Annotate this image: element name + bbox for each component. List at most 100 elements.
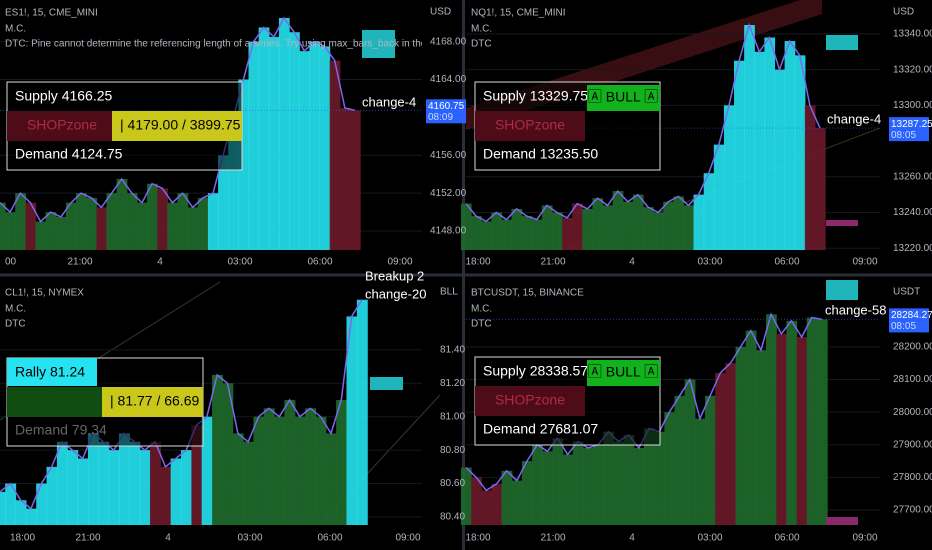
- time-tick: 06:00: [317, 533, 342, 544]
- supply: Supply 13329.75: [483, 88, 588, 104]
- price-column: [325, 433, 337, 525]
- price-column: [218, 155, 229, 250]
- price-column: [471, 216, 482, 250]
- price-tick: 27700.00: [893, 505, 932, 516]
- price-column: [705, 395, 716, 525]
- time-tick: 00: [5, 257, 17, 268]
- price-column: [129, 441, 141, 525]
- price-column: [663, 201, 674, 250]
- time-tick: 06:00: [774, 533, 799, 544]
- last-time: 08:09: [428, 112, 453, 123]
- price-column: [754, 51, 765, 251]
- price-column: [511, 208, 523, 250]
- price-column: [232, 433, 244, 525]
- price-column: [501, 219, 513, 250]
- price-column: [734, 60, 745, 250]
- time-tick: 4: [629, 533, 635, 544]
- price-column: [157, 188, 168, 250]
- time-tick: 18:00: [465, 257, 490, 268]
- price-column: [76, 193, 87, 250]
- price-column: [147, 183, 158, 250]
- price-column: [181, 450, 192, 525]
- last-price: 4160.75: [428, 101, 465, 112]
- symbol: CL1!, 15, NYMEX: [5, 288, 84, 299]
- currency: USD: [893, 7, 914, 18]
- price-column: [207, 193, 219, 250]
- price-column: [25, 202, 37, 250]
- indicator-status: DTC: Pine cannot determine the referenci…: [5, 39, 541, 50]
- price-tick: 80.60: [440, 478, 465, 489]
- price-column: [713, 144, 725, 250]
- price-column: [796, 337, 808, 525]
- price-column: [65, 202, 77, 250]
- time-tick: 03:00: [697, 257, 722, 268]
- price-column: [745, 330, 757, 525]
- price-column: [299, 51, 310, 250]
- price-column: [603, 431, 615, 525]
- price-tick: 4148.00: [430, 226, 467, 237]
- time-tick: 09:00: [852, 257, 877, 268]
- time-tick: 09:00: [395, 533, 420, 544]
- price-column: [274, 416, 286, 525]
- time-tick: 21:00: [75, 533, 100, 544]
- price-column: [268, 36, 280, 250]
- indicator-status: DTC: [471, 39, 492, 50]
- price-column: [673, 196, 685, 250]
- price-tick: 81.00: [440, 411, 465, 422]
- price-label-bg: [889, 308, 929, 333]
- price-column: [5, 212, 16, 250]
- price-tick: 80.80: [440, 445, 465, 456]
- indicator-status: DTC: [5, 319, 26, 330]
- price-column: [228, 117, 239, 250]
- price-column: [222, 383, 234, 525]
- price-column: [542, 451, 554, 525]
- marker: [826, 280, 858, 300]
- price-column: [319, 46, 331, 250]
- price-column: [191, 425, 203, 525]
- time-tick: 09:00: [387, 257, 412, 268]
- range: | 81.77 / 66.69: [110, 393, 199, 409]
- time-tick: 21:00: [540, 533, 565, 544]
- price-column: [356, 299, 368, 525]
- price-column: [501, 470, 513, 525]
- price-column: [0, 491, 6, 525]
- price-tick: 81.20: [440, 378, 465, 389]
- price-column: [694, 418, 706, 525]
- price-column: [715, 372, 726, 525]
- price-tick: 81.40: [440, 344, 465, 355]
- price-label-bg: [426, 99, 466, 124]
- price-column: [55, 216, 67, 250]
- time-tick: 18:00: [10, 533, 35, 544]
- price-column: [25, 508, 37, 525]
- price-column: [593, 444, 604, 525]
- price-column: [329, 60, 341, 250]
- price-column: [243, 441, 254, 525]
- symbol: BTCUSDT, 15, BINANCE: [471, 288, 584, 299]
- price-column: [248, 41, 260, 250]
- time-tick: 06:00: [307, 257, 332, 268]
- price-column: [201, 416, 213, 525]
- time-tick: 03:00: [227, 257, 252, 268]
- price-line: [465, 22, 821, 223]
- indicator-status: DTC: [471, 319, 492, 330]
- price-column: [693, 194, 705, 250]
- range: | 4179.00 / 3899.75: [120, 117, 241, 133]
- price-column: [77, 458, 89, 525]
- zone-bg: [475, 386, 585, 416]
- demand: Demand 27681.07: [483, 421, 598, 437]
- price-column: [744, 25, 755, 250]
- currency: BLL: [440, 287, 458, 298]
- price-column: [541, 205, 553, 250]
- rally-bg: [7, 358, 97, 386]
- price-column: [149, 441, 161, 525]
- range-bg: [102, 387, 203, 417]
- price-column: [531, 219, 543, 250]
- last-price: 28284.27: [891, 310, 932, 321]
- price-column: [511, 480, 523, 525]
- price-column: [532, 444, 543, 525]
- rally: Rally 81.24: [15, 364, 85, 380]
- price-line: [0, 16, 356, 223]
- marks: [0, 16, 880, 525]
- last-price: 13287.25: [891, 119, 932, 130]
